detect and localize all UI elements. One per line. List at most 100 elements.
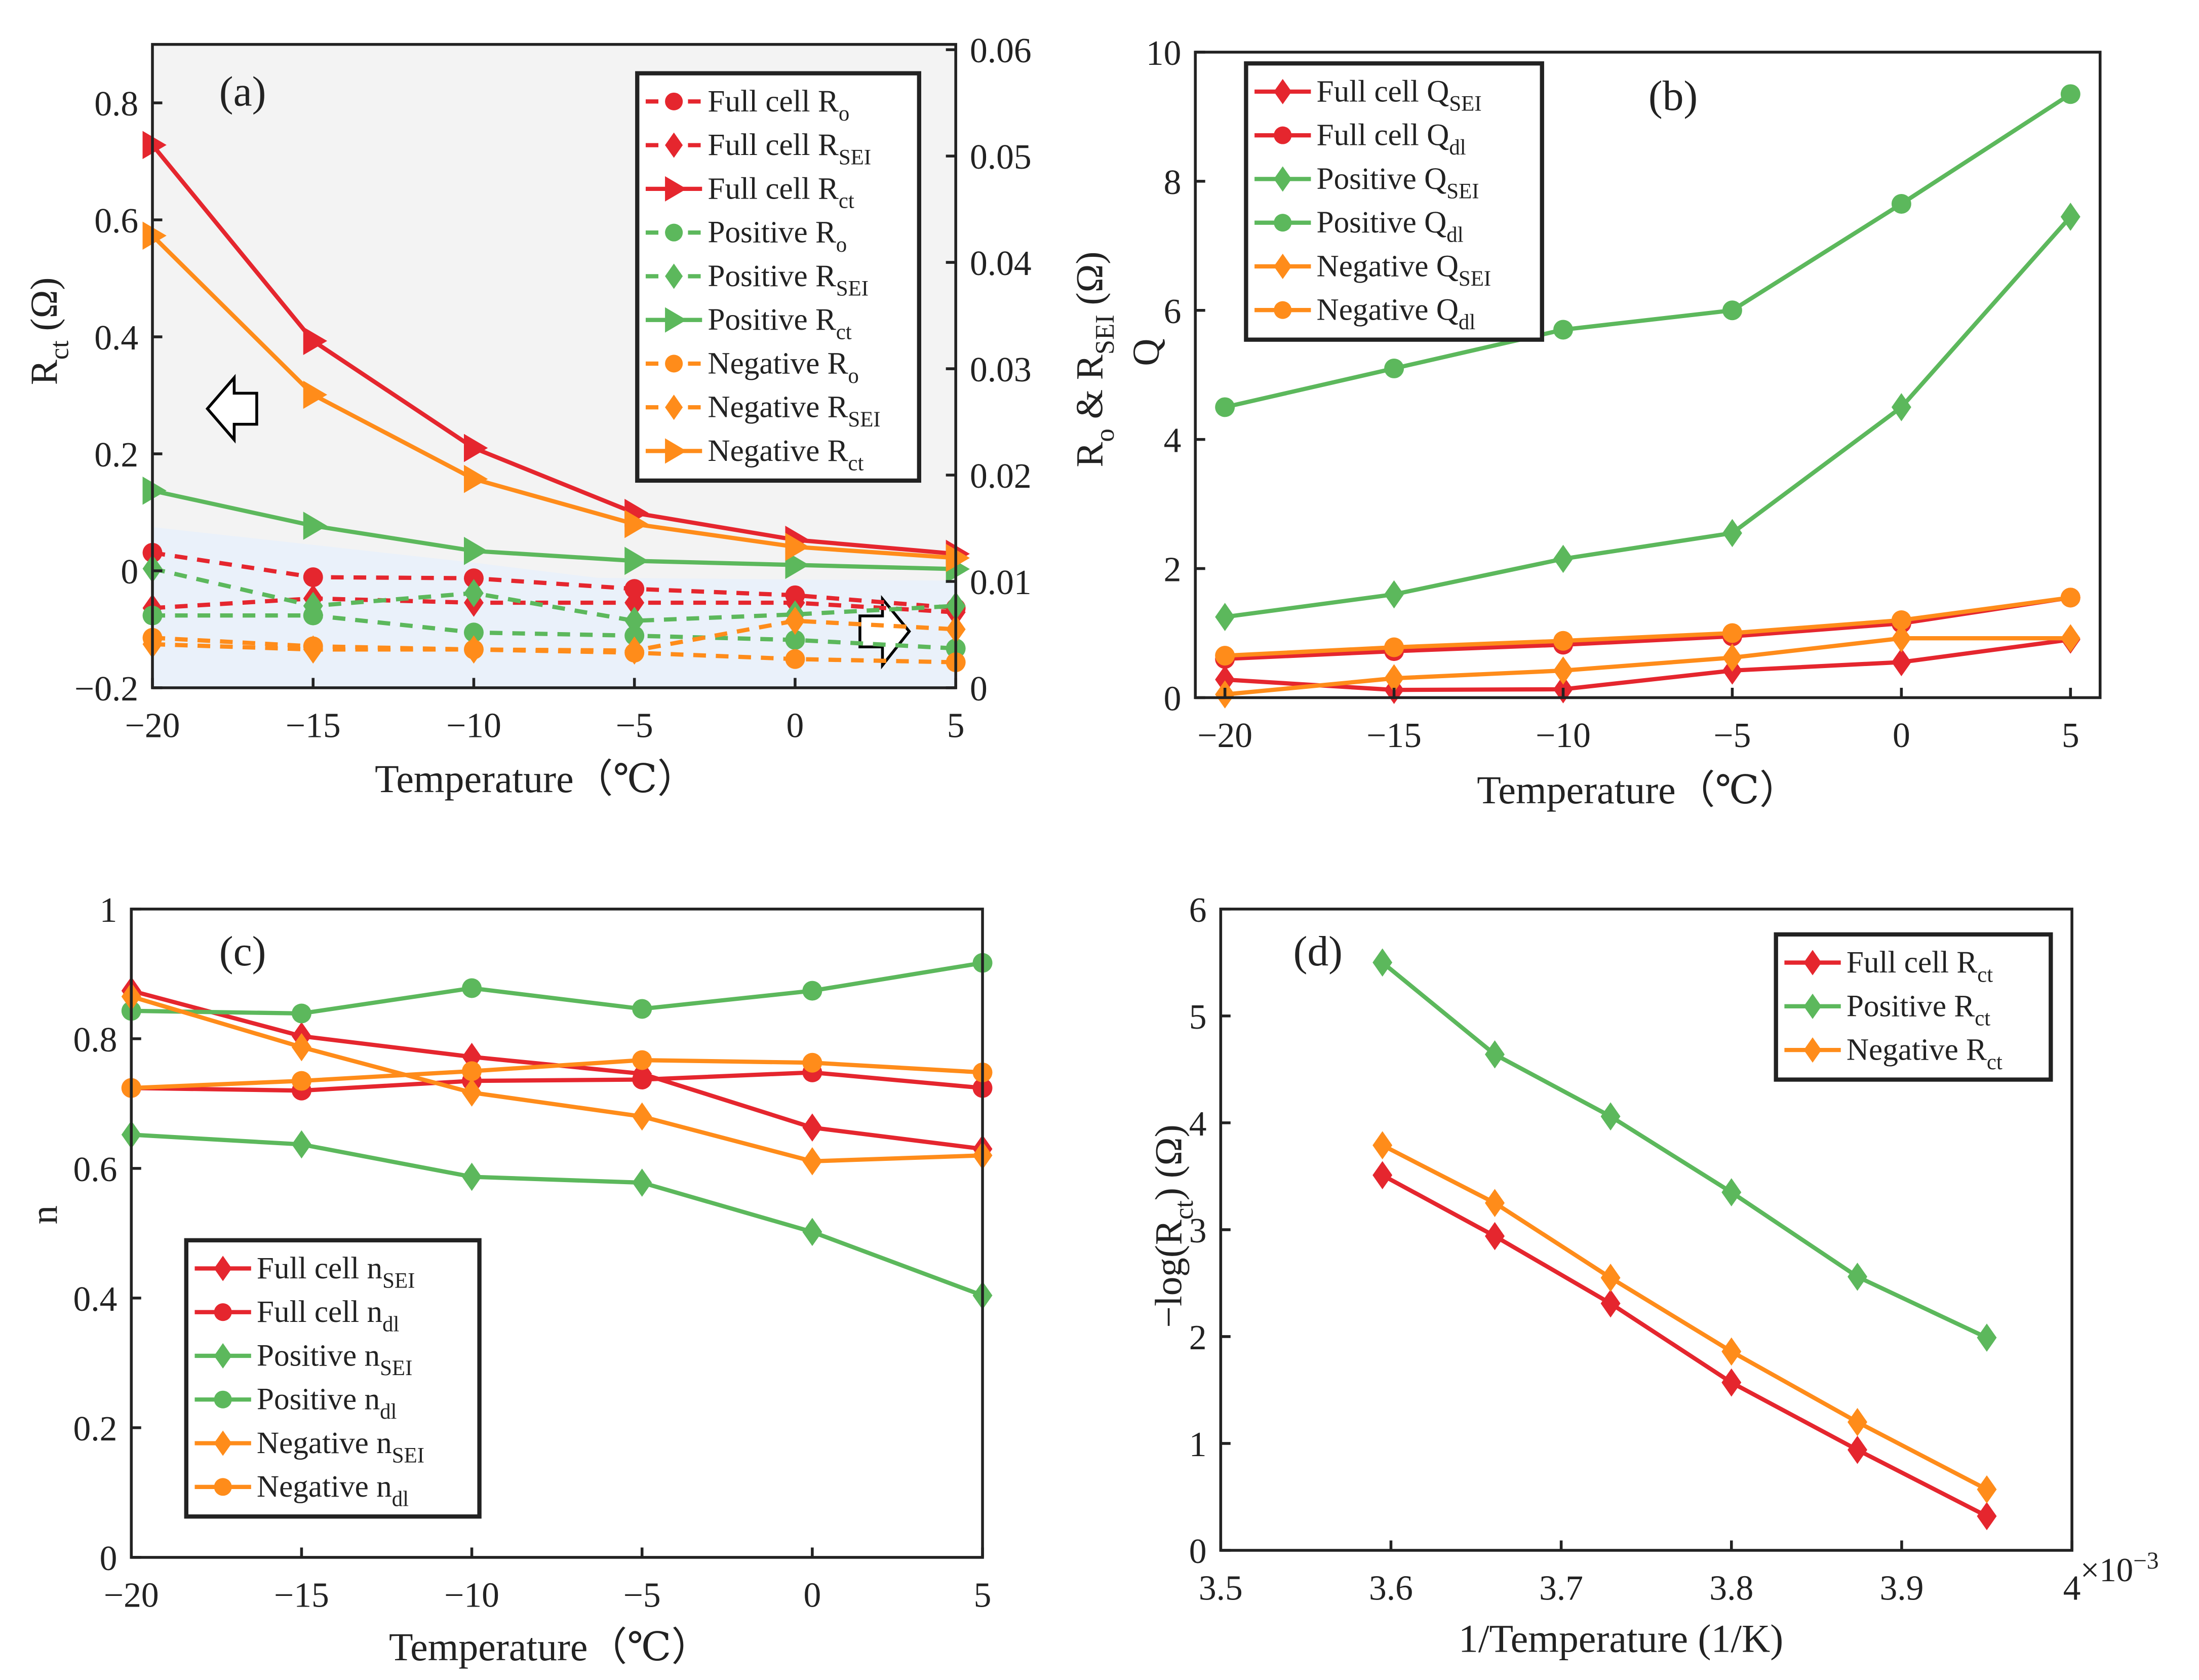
legend-label-part: Full cell Q <box>1317 118 1449 152</box>
legend-label-part: SEI <box>1449 92 1481 116</box>
legend-label-part: Full cell R <box>1847 945 1978 980</box>
diamond-marker <box>632 1168 652 1197</box>
legend-label-part: ct <box>839 189 854 213</box>
circle-marker <box>462 1061 482 1081</box>
legend-label-part: ct <box>1975 1007 1990 1031</box>
diamond-marker <box>1215 603 1235 631</box>
y-tick-label: 0 <box>100 1539 117 1578</box>
legend-label: Negative Qdl <box>1317 293 1476 334</box>
y-tick-label: 6 <box>1189 891 1207 930</box>
legend-label-part: SEI <box>382 1269 415 1293</box>
diamond-marker <box>802 1147 822 1176</box>
circle-marker <box>624 626 645 646</box>
x-axis-label-part: Temperature（℃） <box>1477 768 1798 812</box>
legend-box <box>1244 61 1544 342</box>
legend-item: Full cell Qdl <box>1254 118 1466 160</box>
diamond-marker <box>802 1218 822 1246</box>
y-tick-label: 0 <box>1189 1532 1207 1571</box>
legend-item: Positive Ro <box>645 215 847 257</box>
y-axis-label-part: n <box>23 1205 65 1225</box>
series-line <box>1225 595 2071 658</box>
circle-marker <box>214 1478 232 1496</box>
legend-item: Full cell ndl <box>194 1295 400 1337</box>
y-axis-label: Q <box>1125 339 1167 366</box>
x-axis-label: 1/Temperature (1/K) <box>1459 1617 1783 1660</box>
legend-label: Full cell nSEI <box>257 1251 415 1293</box>
circle-marker <box>291 1071 311 1091</box>
x-axis-label: Temperature（℃） <box>375 757 696 801</box>
series-line <box>1381 961 1988 1340</box>
triangle-marker <box>463 464 488 493</box>
x-tick-label: 3.8 <box>1709 1569 1753 1608</box>
series-1 <box>1372 948 1997 1352</box>
diamond-marker <box>1372 1161 1393 1190</box>
series-5 <box>142 476 970 583</box>
y-axis-label-part: ) (Ω) <box>1148 1124 1190 1200</box>
x-tick-label: −15 <box>286 706 341 745</box>
circle-marker <box>1274 214 1292 232</box>
x-axis-label-part: Temperature（℃） <box>375 757 696 801</box>
legend-item: Positive nSEI <box>194 1338 412 1380</box>
legend-label: Negative RSEI <box>708 390 880 432</box>
diamond-marker <box>1977 1323 1997 1352</box>
diamond-marker <box>291 1130 311 1159</box>
circle-marker <box>1215 397 1235 417</box>
circle-marker <box>632 1070 652 1089</box>
legend-label-part: Negative n <box>257 1469 392 1504</box>
circle-marker <box>1384 637 1404 657</box>
y-axis-label-part: −log(R <box>1148 1220 1190 1328</box>
legend-label-part: Full cell Q <box>1317 74 1449 108</box>
circle-marker <box>1215 646 1235 666</box>
y-axis-label: n <box>23 1205 65 1225</box>
legend-label-part: o <box>836 233 847 257</box>
legend-label-part: dl <box>380 1400 397 1424</box>
triangle-marker <box>303 327 328 355</box>
y-tick-label: 0.8 <box>73 1021 117 1060</box>
diamond-marker <box>1372 1131 1393 1160</box>
legend-box <box>635 71 921 483</box>
circle-marker <box>462 978 482 998</box>
diamond-marker <box>1721 1178 1742 1206</box>
legend-label-part: o <box>848 364 858 388</box>
legend-label: Negative ndl <box>257 1469 409 1511</box>
diamond-marker <box>1977 1475 1997 1504</box>
x-axis-label: Temperature（℃） <box>1477 768 1798 812</box>
diamond-marker <box>1372 948 1393 977</box>
axes-box <box>151 43 957 689</box>
circle-marker <box>802 981 822 1001</box>
y-axis-label-part: Q <box>1125 339 1167 366</box>
x-tick-label: −10 <box>444 1576 499 1615</box>
y-tick-label: 0 <box>1164 679 1182 718</box>
triangle-marker <box>785 532 809 561</box>
series-3 <box>1215 84 2080 417</box>
diamond-marker <box>1600 1264 1621 1292</box>
panel-a: −20 −15 −10 −5 0 5−0.200.20.40.60.800.010.020… <box>23 31 1120 801</box>
legend-label-part: Negative Q <box>1317 293 1459 327</box>
x-tick-label: 3.5 <box>1199 1569 1243 1608</box>
y-tick-label: 0.8 <box>94 85 138 124</box>
legend-item: Full cell Rct <box>1784 945 1993 987</box>
triangle-marker <box>303 380 328 409</box>
legend-label: Full cell ndl <box>257 1295 400 1336</box>
panel-label: (a) <box>219 69 266 115</box>
x-tick-label: −5 <box>616 706 653 745</box>
diamond-marker <box>1722 519 1742 548</box>
x-tick-label: 3.7 <box>1539 1569 1583 1608</box>
x-tick-label: 5 <box>947 706 965 745</box>
diamond-marker <box>1848 1435 1868 1464</box>
legend-label-part: Full cell n <box>257 1251 382 1285</box>
diamond-marker <box>1553 656 1573 685</box>
series-line <box>131 1070 983 1093</box>
series-5 <box>1215 588 2080 666</box>
y-tick-label: 6 <box>1164 292 1182 331</box>
y-tick-label: 0.6 <box>94 202 138 241</box>
y-axis-label-part: ct <box>1169 1200 1199 1220</box>
triangle-marker <box>665 176 687 202</box>
legend-label-part: Full cell n <box>257 1295 382 1329</box>
y-tick-label: 2 <box>1189 1318 1207 1357</box>
legend-label-part: SEI <box>380 1356 412 1380</box>
x-multiplier-base: ×10 <box>2080 1551 2133 1589</box>
triangle-marker <box>946 543 970 572</box>
legend-label-part: Negative R <box>708 434 848 468</box>
